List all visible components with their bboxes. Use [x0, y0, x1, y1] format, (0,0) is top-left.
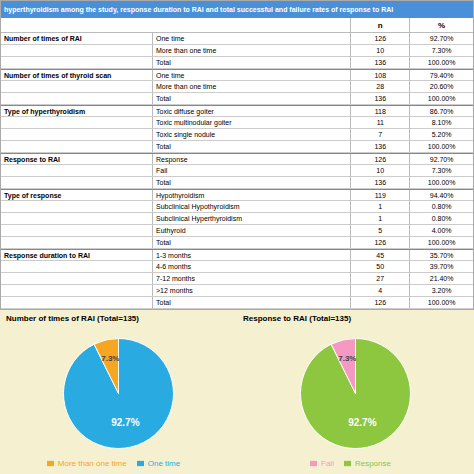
html-text:50: 50	[376, 263, 385, 270]
html-text:92.70%: 92.70%	[429, 35, 454, 42]
html-text:45: 45	[376, 251, 385, 259]
html-text:Toxic multinodular goiter: Toxic multinodular goiter	[156, 119, 232, 126]
html-text:Euthyroid: Euthyroid	[156, 227, 186, 234]
html-text:5: 5	[378, 227, 383, 234]
html-text:136: 136	[374, 179, 387, 186]
html-text:Type of hyperthyroidism: Type of hyperthyroidism	[4, 107, 86, 115]
html-text:7-12 months: 7-12 months	[156, 275, 195, 282]
html-text:Fail: Fail	[156, 167, 168, 174]
html-text:Fail: Fail	[321, 459, 334, 468]
html-text:86.70%: 86.70%	[429, 107, 454, 115]
html-text:Response to RAI (Total=135): Response to RAI (Total=135)	[243, 313, 352, 323]
html-text:100.00%: 100.00%	[427, 59, 456, 66]
html-text:126: 126	[374, 155, 387, 163]
html-text:21.40%: 21.40%	[429, 275, 454, 282]
html-text:118: 118	[374, 107, 386, 115]
html-text:0.80%: 0.80%	[431, 203, 452, 210]
html-text:4-6 months: 4-6 months	[156, 263, 192, 270]
html-text:4.00%: 4.00%	[431, 227, 452, 234]
html-text:10: 10	[376, 167, 385, 174]
html-text:8.10%: 8.10%	[431, 119, 452, 126]
html-text:Total: Total	[156, 143, 171, 150]
html-text:Subclinical Hypothyroidism: Subclinical Hypothyroidism	[156, 203, 240, 210]
html-text:1-3 months: 1-3 months	[156, 251, 192, 259]
html-text:Total: Total	[156, 299, 171, 306]
html-text:Toxic single nodule: Toxic single nodule	[156, 131, 216, 138]
html-text:10: 10	[376, 47, 385, 54]
html-text:Number of times of RAI (Total=: Number of times of RAI (Total=135)	[6, 313, 139, 323]
html-text:Subclinical Hyperthyroidism: Subclinical Hyperthyroidism	[156, 215, 242, 222]
html-text:Response duration to RAI: Response duration to RAI	[4, 251, 90, 259]
html-text:Response to RAI: Response to RAI	[4, 155, 60, 163]
html-text:Total: Total	[156, 239, 171, 246]
html-text:136: 136	[374, 143, 387, 150]
html-text:More than one time: More than one time	[156, 83, 217, 90]
html-text:7.30%: 7.30%	[431, 167, 452, 174]
html-text:n: n	[377, 20, 383, 30]
html-text:100.00%: 100.00%	[427, 239, 456, 246]
html-text:126: 126	[374, 299, 387, 306]
html-text:Number of times of thyroid sca: Number of times of thyroid scan	[4, 71, 112, 79]
html-text:94.40%: 94.40%	[429, 191, 454, 199]
html-text:7: 7	[378, 131, 383, 138]
html-text:Hypothyroidism: Hypothyroidism	[156, 191, 205, 199]
html-text:More than one time: More than one time	[57, 459, 127, 468]
html-text:5.20%: 5.20%	[431, 131, 452, 138]
html-text:0.80%: 0.80%	[431, 215, 452, 222]
html-text:20.60%: 20.60%	[429, 83, 454, 90]
html-text:One time: One time	[147, 459, 181, 468]
html-text:100.00%: 100.00%	[427, 95, 456, 102]
svg-text:7.3%: 7.3%	[101, 354, 119, 363]
html-text:7.30%: 7.30%	[431, 47, 452, 54]
html-text:4: 4	[378, 287, 383, 294]
html-text:1: 1	[378, 203, 383, 210]
html-text:28: 28	[376, 83, 385, 90]
svg-text:92.7%: 92.7%	[111, 417, 139, 428]
svg-text:7.3%: 7.3%	[338, 354, 356, 363]
html-text:136: 136	[374, 95, 387, 102]
html-text:136: 136	[374, 59, 387, 66]
html-text:hyperthyroidism among the stud: hyperthyroidism among the study, respons…	[4, 6, 394, 13]
html-text:100.00%: 100.00%	[427, 299, 456, 306]
html-text:Toxic diffuse goiter: Toxic diffuse goiter	[156, 107, 214, 115]
html-text:Number of times of RAI: Number of times of RAI	[4, 35, 82, 42]
html-text:Total: Total	[156, 179, 171, 186]
html-text:27: 27	[376, 275, 385, 282]
html-text:Type of response: Type of response	[4, 191, 62, 199]
html-text:One time: One time	[156, 71, 185, 79]
html-text:Total: Total	[156, 95, 171, 102]
html-text:92.70%: 92.70%	[429, 155, 454, 163]
html-text:Total: Total	[156, 59, 171, 66]
html-text:35.70%: 35.70%	[429, 251, 454, 259]
html-text:39.70%: 39.70%	[429, 263, 454, 270]
html-text:126: 126	[374, 239, 387, 246]
svg-text:92.7%: 92.7%	[348, 417, 376, 428]
html-text:126: 126	[374, 35, 387, 42]
html-text:100.00%: 100.00%	[427, 179, 456, 186]
html-text:Response: Response	[156, 155, 188, 163]
html-text:Response: Response	[354, 459, 391, 468]
html-text:3.20%: 3.20%	[431, 287, 452, 294]
html-text:100.00%: 100.00%	[427, 143, 456, 150]
html-text:79.40%: 79.40%	[429, 71, 454, 79]
html-text:One time: One time	[156, 35, 185, 42]
html-text:>12 months: >12 months	[156, 287, 193, 294]
html-text:More than one time: More than one time	[156, 47, 217, 54]
html-text:108: 108	[374, 71, 387, 79]
html-text:11: 11	[376, 119, 384, 126]
html-text:119: 119	[374, 191, 386, 199]
html-text:1: 1	[378, 215, 383, 222]
